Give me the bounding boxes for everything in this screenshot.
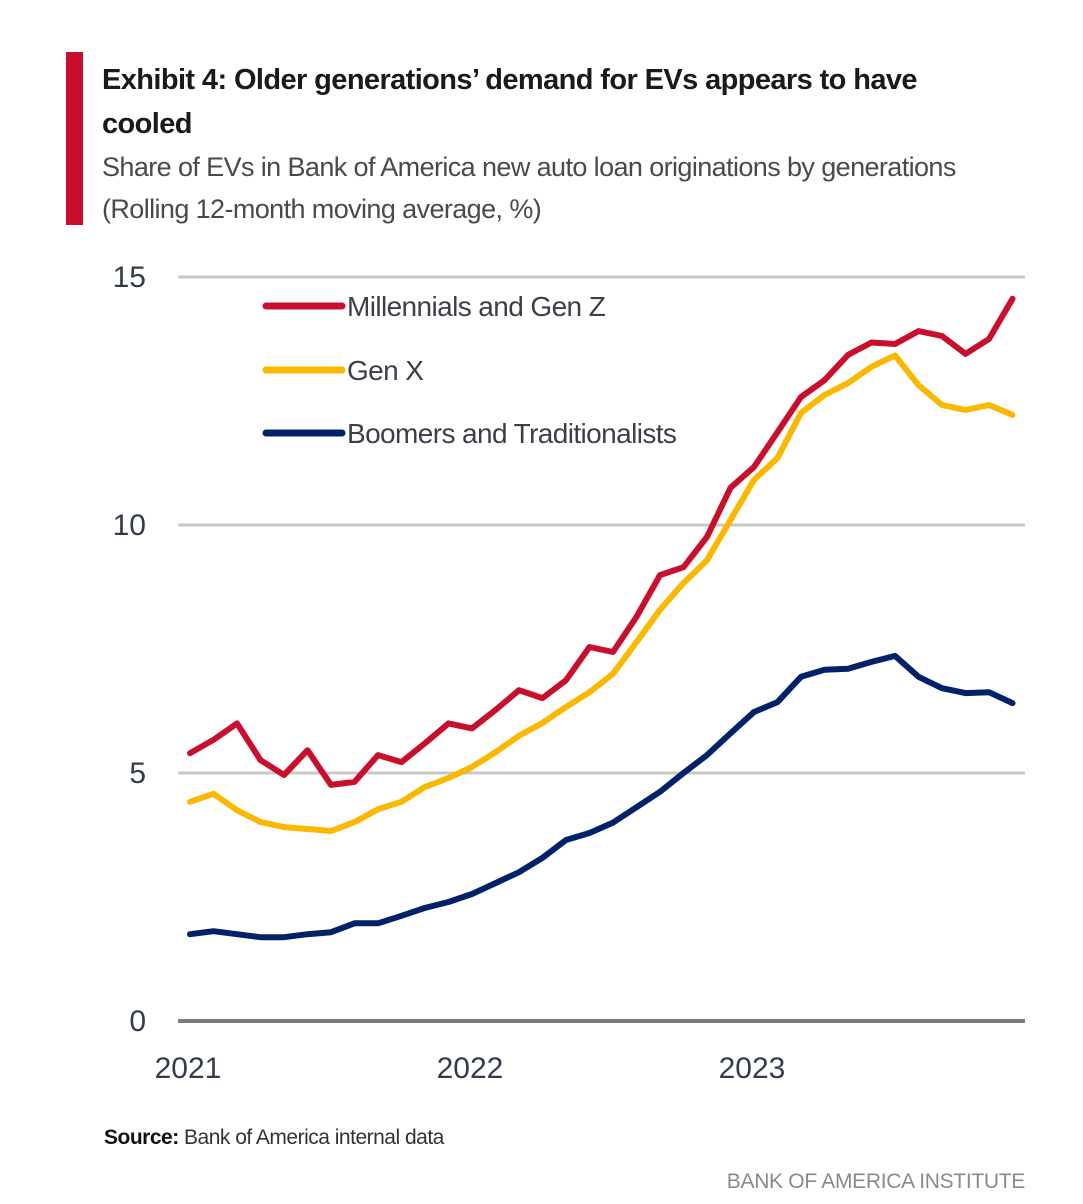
series-line-gen-x [187,352,1016,834]
series-lines [187,295,1016,941]
x-tick-label: 2022 [437,1052,504,1085]
brand-label: BANK OF AMERICA INSTITUTE [726,1170,1026,1193]
gridlines [178,275,1025,1023]
y-tick-label: 10 [113,509,146,542]
y-axis-ticks: 0 5 10 15 [113,261,146,1038]
legend-label: Gen X [347,355,424,386]
legend-label: Millennials and Gen Z [347,291,606,322]
series-line-millennials-and-gen-z [187,295,1016,788]
legend: Millennials and Gen Z Gen X Boomers and Tr… [262,291,677,449]
source-text: Bank of America internal data [178,1126,444,1149]
source-label: Source: [104,1126,179,1149]
series-line-boomers-and-traditionalists [187,652,1016,941]
y-tick-label: 5 [129,757,146,790]
y-tick-label: 0 [129,1005,146,1038]
legend-label: Boomers and Traditionalists [347,418,676,449]
x-axis-ticks: 2021 2022 2023 [155,1052,786,1085]
chart-title: Exhibit 4: Older generations’ demand for… [102,64,918,140]
chart-subtitle: Share of EVs in Bank of America new auto… [102,152,956,224]
y-tick-label: 15 [113,261,146,294]
x-tick-label: 2023 [719,1052,786,1085]
x-tick-label: 2021 [155,1052,222,1085]
line-chart: 0 5 10 15 2021 2022 2023 Millennials and Gen … [113,261,1025,1085]
accent-bar [66,52,83,225]
source-note: Source: Bank of America internal data [104,1126,444,1150]
